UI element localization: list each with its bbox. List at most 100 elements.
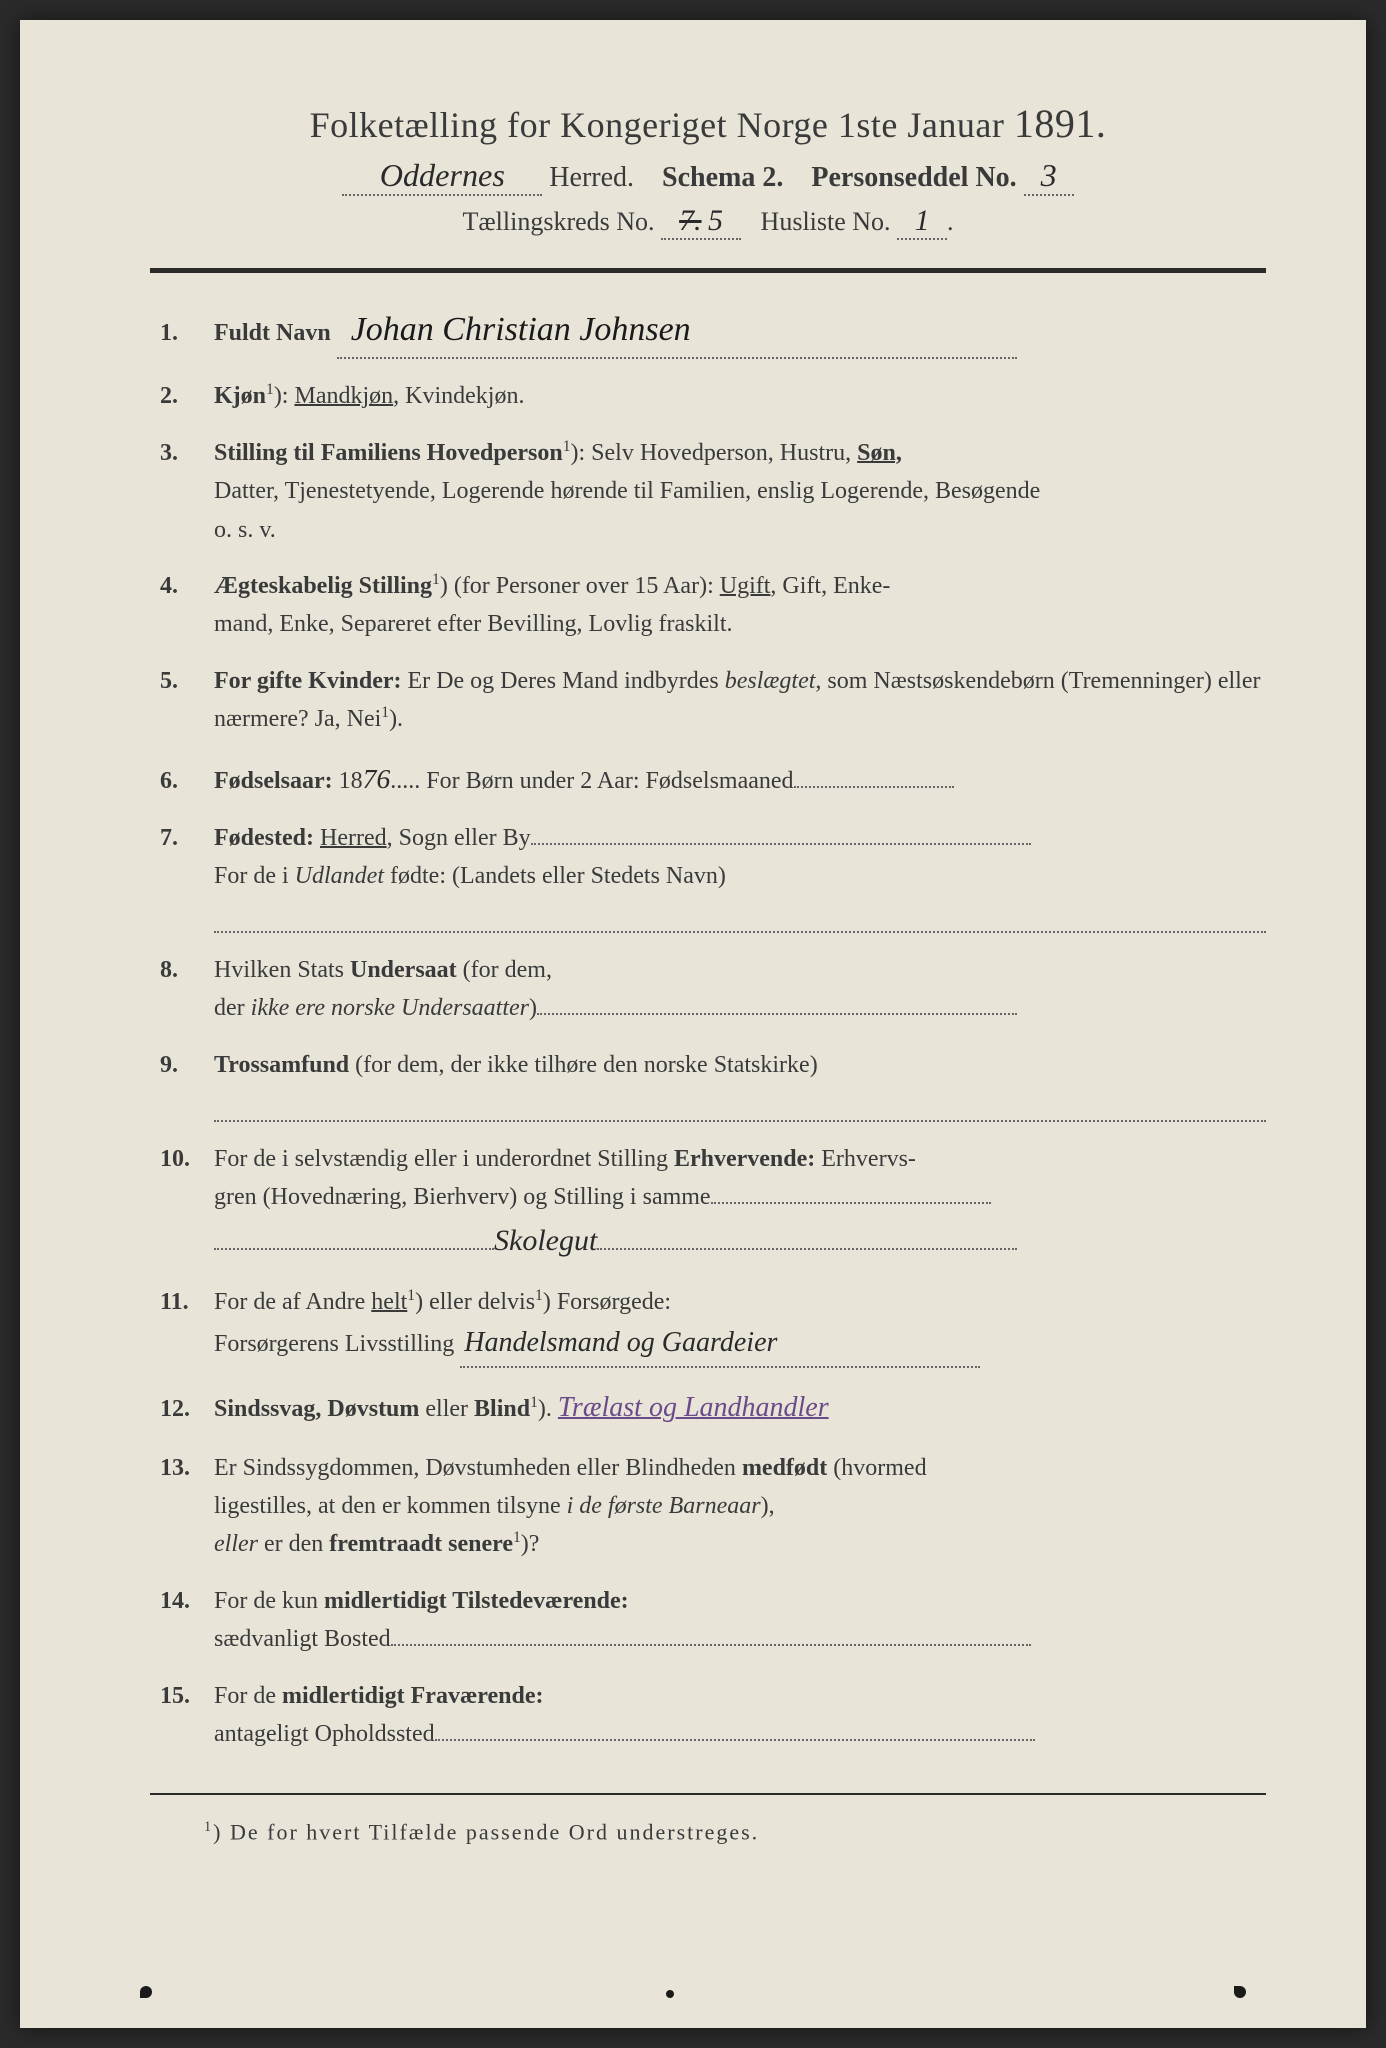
q12-value: Trælast og Landhandler: [558, 1392, 829, 1423]
q9-blank: [214, 1088, 1266, 1122]
personseddel-no: 3: [1024, 157, 1074, 196]
subtitle-line-1: Oddernes Herred. Schema 2. Personseddel …: [150, 157, 1266, 196]
q3-l2: Datter, Tjenestetyende, Logerende hørend…: [214, 478, 1040, 504]
q12-text2: ).: [538, 1396, 558, 1422]
header-rule: [150, 268, 1266, 273]
q15-a: For de: [214, 1683, 282, 1709]
q13-content: Er Sindssygdommen, Døvstumheden eller Bl…: [214, 1449, 1266, 1564]
q13-row: 13. Er Sindssygdommen, Døvstumheden elle…: [160, 1449, 1266, 1564]
kreds-no: 5: [708, 204, 723, 237]
q13-num: 13.: [160, 1449, 214, 1487]
q11-c: ) Forsørgede:: [543, 1289, 671, 1315]
q13-b1: medfødt: [742, 1455, 827, 1481]
q4-num: 4.: [160, 567, 214, 605]
q6-suffix: ..... For Børn under 2 Aar: Fødselsmaane…: [390, 768, 793, 794]
q14-blank: [391, 1644, 1031, 1646]
q5-content: For gifte Kvinder: Er De og Deres Mand i…: [214, 662, 1266, 739]
q11-row: 11. For de af Andre helt1) eller delvis1…: [160, 1283, 1266, 1368]
q2-content: Kjøn1): Mandkjøn, Kvindekjøn.: [214, 377, 1266, 415]
q13-b3: fremtraadt senere: [329, 1531, 513, 1557]
footer-rule: [150, 1793, 1266, 1795]
q6-row: 6. Fødselsaar: 1876..... For Børn under …: [160, 757, 1266, 801]
q13-l1b: (hvormed: [827, 1455, 926, 1481]
herred-label: Herred.: [549, 162, 634, 193]
q5-label: For gifte Kvinder:: [214, 668, 402, 694]
q10-blank1: [711, 1202, 991, 1204]
q1-content: Fuldt Navn Johan Christian Johnsen: [214, 303, 1266, 359]
kreds-label: Tællingskreds No.: [462, 207, 654, 236]
q4-label: Ægteskabelig Stilling: [214, 573, 432, 599]
q3-row: 3. Stilling til Familiens Hovedperson1):…: [160, 434, 1266, 549]
q15-row: 15. For de midlertidigt Fraværende: anta…: [160, 1677, 1266, 1754]
q2-colon: ):: [274, 383, 289, 409]
q11-sup1: 1: [407, 1287, 415, 1304]
q12-sup: 1: [530, 1394, 538, 1411]
q10-label: Erhvervende:: [674, 1146, 815, 1172]
q4-l2: mand, Enke, Separeret efter Bevilling, L…: [214, 611, 733, 637]
q9-label: Trossamfund: [214, 1052, 349, 1078]
q8-blank: [537, 1013, 1017, 1015]
q1-num: 1.: [160, 314, 214, 352]
q15-l2: antageligt Opholdssted: [214, 1721, 435, 1747]
q8-l2a: der: [214, 995, 251, 1021]
q9-text: (for dem, der ikke tilhøre den norske St…: [349, 1052, 818, 1078]
kreds-struck: 7.: [679, 204, 701, 237]
q2-sup: 1: [266, 381, 274, 398]
hole-punch-icon: [666, 1990, 674, 1998]
q15-num: 15.: [160, 1677, 214, 1715]
q15-blank: [435, 1739, 1035, 1741]
q4-content: Ægteskabelig Stilling1) (for Personer ov…: [214, 567, 1266, 644]
footnote-sup: 1: [204, 1819, 213, 1835]
census-form-page: Folketælling for Kongeriget Norge 1ste J…: [20, 20, 1366, 2028]
q2-num: 2.: [160, 377, 214, 415]
q7-content: Fødested: Herred, Sogn eller By For de i…: [214, 819, 1266, 933]
q14-num: 14.: [160, 1582, 214, 1620]
q8-label: Undersaat: [350, 957, 457, 983]
q7-label: Fødested:: [214, 825, 314, 851]
q6-num: 6.: [160, 762, 214, 800]
q5-a: Er De og Deres Mand indbyrdes: [402, 668, 725, 694]
q6-year: 76: [363, 763, 391, 794]
kreds-value: 7. 5: [661, 204, 741, 240]
q13-l3b: )?: [521, 1531, 540, 1557]
q4-l1b: , Gift, Enke-: [770, 573, 890, 599]
personseddel-label: Personseddel No.: [811, 162, 1016, 193]
q9-content: Trossamfund (for dem, der ikke tilhøre d…: [214, 1046, 1266, 1122]
q13-l2a: ligestilles, at den er kommen tilsyne: [214, 1493, 567, 1519]
q8-l2i: ikke ere norske Undersaatter: [251, 995, 529, 1021]
q12-label2: Blind: [474, 1396, 530, 1422]
q7-row: 7. Fødested: Herred, Sogn eller By For d…: [160, 819, 1266, 933]
q3-selected: Søn,: [857, 440, 902, 466]
q14-row: 14. For de kun midlertidigt Tilstedevære…: [160, 1582, 1266, 1659]
q7-blank2: [214, 899, 1266, 933]
q1-label: Fuldt Navn: [214, 320, 331, 346]
q10-content: For de i selvstændig eller i underordnet…: [214, 1140, 1266, 1265]
q2-selected: Mandkjøn: [294, 383, 393, 409]
q7-l2i: Udlandet: [295, 863, 384, 889]
q10-blank2a: [214, 1248, 494, 1250]
title-prefix: Folketælling for Kongeriget Norge 1ste J…: [310, 105, 1005, 145]
q3-num: 3.: [160, 434, 214, 472]
q7-l1: , Sogn eller By: [387, 825, 531, 851]
q3-sup: 1: [563, 438, 571, 455]
subtitle-line-2: Tællingskreds No. 7. 5 Husliste No. 1.: [150, 204, 1266, 240]
q5-sup: 1: [381, 704, 389, 721]
q10-value: Skolegut: [494, 1224, 597, 1257]
q12-text: eller: [419, 1396, 474, 1422]
q2-rest: , Kvindekjøn.: [393, 383, 524, 409]
q13-l1a: Er Sindssygdommen, Døvstumheden eller Bl…: [214, 1455, 742, 1481]
q14-bold: midlertidigt Tilstedeværende:: [324, 1588, 629, 1614]
q10-b: Erhvervs-: [815, 1146, 916, 1172]
q5-c: ).: [389, 706, 403, 732]
q3-l1a: ): Selv Hovedperson, Hustru,: [571, 440, 858, 466]
q11-l2: Forsørgerens Livsstilling: [214, 1331, 454, 1357]
footnote-text: ) De for hvert Tilfælde passende Ord und…: [213, 1820, 759, 1845]
q9-num: 9.: [160, 1046, 214, 1084]
q8-num: 8.: [160, 951, 214, 989]
q4-l1a: ) (for Personer over 15 Aar):: [440, 573, 720, 599]
q6-content: Fødselsaar: 1876..... For Børn under 2 A…: [214, 757, 1266, 801]
form-header: Folketælling for Kongeriget Norge 1ste J…: [150, 100, 1266, 240]
q15-bold: midlertidigt Fraværende:: [282, 1683, 544, 1709]
q4-row: 4. Ægteskabelig Stilling1) (for Personer…: [160, 567, 1266, 644]
q7-selected: Herred: [320, 825, 387, 851]
